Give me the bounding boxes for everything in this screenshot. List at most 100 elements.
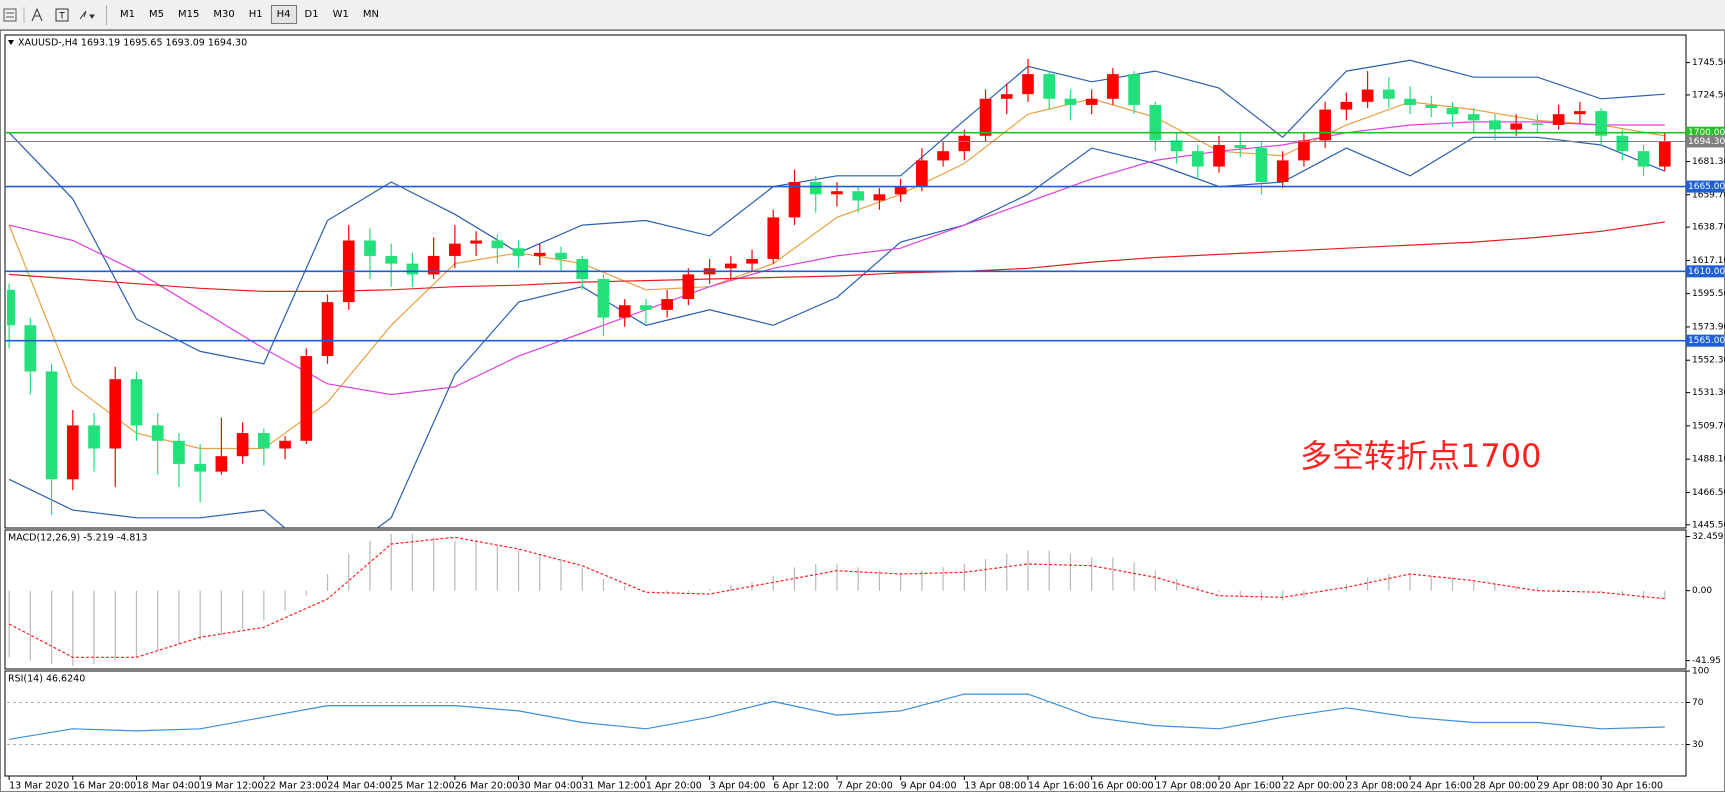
level-label: 1700.00 — [1688, 128, 1725, 138]
candle-body — [1361, 89, 1374, 102]
candle-body — [1467, 114, 1480, 121]
rsi-line — [9, 693, 1665, 740]
candle-body — [1234, 145, 1247, 149]
candle-body — [512, 248, 525, 256]
candle-body — [194, 463, 206, 472]
candle-body — [1574, 111, 1586, 115]
timeframe-button[interactable]: M1 — [120, 9, 135, 20]
candle-body — [1531, 123, 1544, 125]
candle-body — [1404, 98, 1416, 105]
candle-body — [258, 433, 270, 449]
candle-body — [1489, 120, 1501, 130]
y-tick-label: 1681.30 — [1692, 157, 1725, 167]
svg-text:T: T — [58, 11, 65, 21]
y-tick-label: 1445.50 — [1692, 520, 1725, 530]
candle-body — [1149, 104, 1162, 141]
candle-body — [1382, 89, 1395, 99]
candle-body — [1107, 74, 1119, 99]
panel-frame — [4, 529, 1687, 670]
y-tick-label: 1724.50 — [1692, 90, 1725, 100]
candle-body — [979, 98, 992, 136]
candle-body — [555, 252, 567, 260]
candle-body — [533, 252, 546, 256]
candle-body — [831, 191, 843, 195]
x-tick-label: 18 Mar 04:00 — [136, 781, 199, 792]
candle-body — [300, 356, 313, 441]
x-tick-label: 30 Mar 04:00 — [519, 781, 582, 792]
panel — [8, 534, 1666, 666]
chart: 1745.50 1724.50 1681.30 1659.70 1638.70 1617.… — [0, 30, 1725, 792]
candle-body — [746, 259, 758, 264]
candle-body — [1319, 109, 1331, 141]
candle-body — [1510, 123, 1523, 130]
candle-body — [640, 305, 652, 310]
candle-body — [109, 379, 122, 449]
y-tick-label: 100 — [1692, 667, 1709, 677]
panel-frame — [4, 34, 1687, 529]
timeframe-button[interactable]: M15 — [178, 9, 200, 20]
level-label: 1665.00 — [1688, 182, 1725, 192]
candle-body — [491, 240, 504, 249]
timeframe-button[interactable]: M30 — [213, 9, 235, 20]
panel — [7, 693, 1686, 745]
panel-title: MACD(12,26,9) -5.219 -4.813 — [8, 533, 147, 544]
candle-body — [88, 425, 100, 449]
level-tag — [1686, 265, 1724, 278]
candle-body — [66, 425, 79, 480]
x-tick-label: 6 Apr 12:00 — [773, 781, 829, 792]
x-tick-label: 13 Mar 2020 — [9, 781, 69, 792]
timeframe-button[interactable]: H1 — [248, 9, 263, 20]
candle-body — [1064, 98, 1077, 105]
y-tick-label: 1617.10 — [1692, 256, 1725, 266]
x-tick-label: 22 Mar 23:00 — [264, 781, 327, 792]
candle-body — [788, 181, 801, 218]
candle-body — [1658, 141, 1671, 167]
toolbar: T M1 M5 M15 M30 H1 H4 D1 W1 MN — [0, 0, 1725, 30]
candle-body — [1085, 98, 1098, 105]
candle-body — [618, 305, 631, 318]
level-label: 1565.00 — [1688, 336, 1725, 346]
y-tick-label: 0.00 — [1692, 586, 1712, 596]
candle-body — [470, 240, 482, 244]
indicator-line — [9, 221, 1665, 292]
candle-body — [1552, 114, 1565, 125]
candle-body — [597, 279, 610, 318]
panel-frame — [4, 670, 1687, 777]
timeframe-button[interactable]: W1 — [332, 9, 349, 20]
y-tick-label: 1573.90 — [1692, 322, 1725, 332]
level-label: 1610.00 — [1688, 267, 1725, 277]
chart-frame — [0, 30, 1725, 792]
timeframe-button[interactable]: H4 — [270, 5, 297, 24]
x-tick-label: 26 Mar 20:00 — [455, 781, 518, 792]
candle-body — [1022, 74, 1034, 95]
y-tick-label: 32.459 — [1692, 532, 1724, 542]
x-tick-label: 1 Apr 20:00 — [646, 781, 702, 792]
x-tick-label: 28 Apr 00:00 — [1474, 781, 1536, 792]
timeframe-button[interactable]: MN — [362, 9, 379, 20]
level-tag — [1686, 180, 1724, 193]
timeframe-button[interactable]: D1 — [304, 9, 319, 20]
candle-body — [279, 440, 291, 449]
y-tick-label: 1466.50 — [1692, 488, 1725, 498]
y-tick-label: 1509.70 — [1692, 421, 1725, 431]
candle-body — [1043, 74, 1056, 99]
x-tick-label: 23 Apr 08:00 — [1346, 781, 1408, 792]
candle-body — [1191, 151, 1204, 167]
timeframe-button[interactable]: M5 — [149, 9, 164, 20]
candle-body — [1170, 140, 1183, 152]
candle-body — [1298, 140, 1310, 161]
panel-title: RSI(14) 46.6240 — [8, 674, 85, 685]
x-tick-label: 24 Mar 04:00 — [328, 781, 391, 792]
x-tick-label: 22 Apr 00:00 — [1283, 781, 1345, 792]
y-tick-label: 1595.50 — [1692, 289, 1725, 299]
x-tick-label: 7 Apr 20:00 — [837, 781, 893, 792]
candle-body — [321, 302, 334, 357]
candle-body — [576, 259, 589, 280]
candle-body — [661, 299, 673, 310]
candle-body — [1128, 74, 1140, 105]
candle-body — [1595, 111, 1607, 136]
indicator-line — [8, 136, 1666, 528]
candle-body — [894, 186, 907, 195]
x-tick-label: 3 Apr 04:00 — [710, 781, 766, 792]
candle-body — [1616, 135, 1629, 152]
